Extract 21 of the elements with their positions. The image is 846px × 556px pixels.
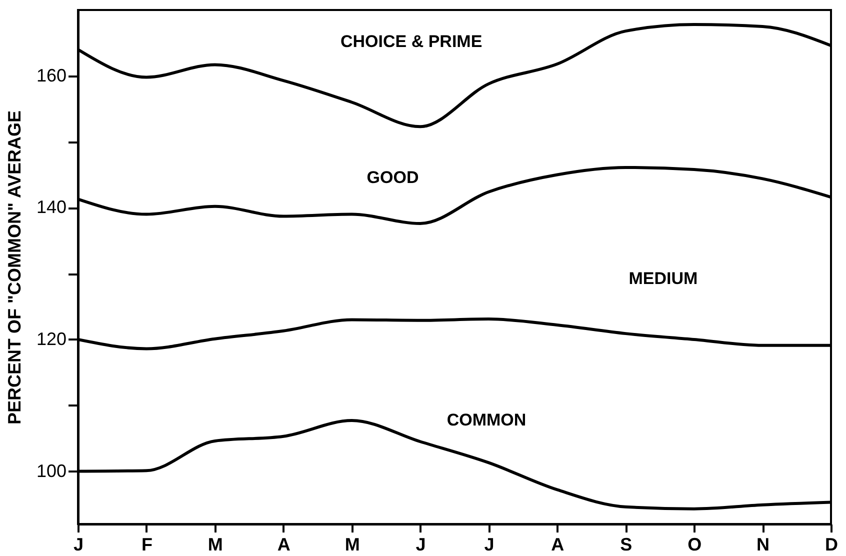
x-tick-label: J bbox=[416, 534, 426, 554]
x-tick-label: F bbox=[141, 534, 152, 554]
y-axis-title: PERCENT OF "COMMON" AVERAGE bbox=[4, 110, 24, 425]
x-tick-label: J bbox=[73, 534, 84, 554]
series-label: COMMON bbox=[446, 410, 526, 430]
x-tick-label: A bbox=[551, 534, 564, 554]
y-tick-label: 140 bbox=[36, 197, 66, 218]
x-tick-label: M bbox=[208, 534, 223, 554]
y-tick-label: 160 bbox=[36, 65, 66, 86]
x-tick-label: O bbox=[688, 534, 702, 554]
series-label: CHOICE & PRIME bbox=[340, 32, 482, 52]
x-tick-label: S bbox=[620, 534, 632, 554]
y-tick-label: 120 bbox=[36, 328, 66, 349]
x-tick-label: A bbox=[277, 534, 290, 554]
series-label: GOOD bbox=[366, 168, 419, 187]
x-tick-label: M bbox=[344, 534, 360, 554]
text: MEDIUM bbox=[628, 269, 698, 288]
y-tick-label: 100 bbox=[36, 460, 66, 481]
x-tick-label: D bbox=[825, 534, 838, 554]
x-tick-label: N bbox=[756, 534, 770, 554]
x-tick-label: J bbox=[484, 534, 494, 554]
